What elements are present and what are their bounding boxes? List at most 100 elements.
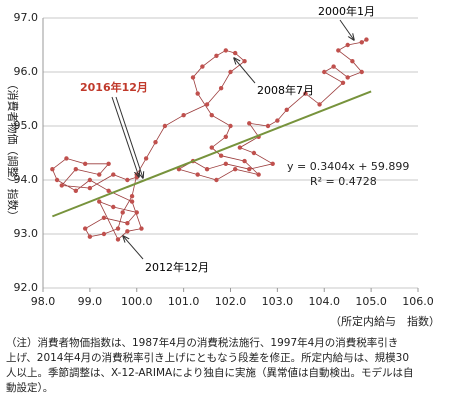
point: [97, 199, 102, 204]
point: [195, 172, 200, 177]
y-tick-label: 95.0: [14, 119, 39, 132]
point: [364, 37, 369, 42]
y-tick-label: 97.0: [14, 11, 39, 24]
y-tick-label: 92.0: [14, 281, 39, 294]
annotation: 2000年1月: [318, 4, 375, 18]
point: [54, 177, 60, 183]
point: [125, 229, 130, 234]
y-tick-label: 93.0: [14, 227, 39, 240]
point: [153, 140, 158, 145]
note-line: 動設定）。: [6, 382, 54, 394]
point: [106, 188, 111, 193]
point: [232, 50, 238, 56]
annotation-arrow: [123, 236, 144, 260]
point: [345, 75, 350, 80]
point: [125, 177, 130, 183]
point: [232, 167, 238, 172]
point: [204, 167, 210, 172]
chart: 92.0 93.0 94.0 95.0 96.0 97.0 98.0 99.0 100.0 101…: [6, 4, 440, 328]
y-tick-label: 96.0: [14, 65, 39, 78]
point: [195, 91, 200, 96]
point: [284, 107, 289, 113]
point: [64, 156, 69, 161]
point: [139, 226, 144, 231]
point: [223, 161, 229, 166]
note: （注）消費者物価指数は、1987年4月の消費税法施行、1997年4月の消費税率引…: [6, 336, 446, 396]
point: [251, 150, 257, 156]
point: [101, 231, 107, 237]
series-line: [51, 39, 367, 241]
point: [317, 102, 322, 107]
point: [200, 64, 205, 69]
trendline: [52, 90, 372, 218]
point: [87, 177, 93, 183]
point: [228, 69, 233, 75]
point: [190, 75, 196, 80]
point: [115, 226, 121, 231]
x-tick-label: 106.0: [402, 295, 434, 308]
point: [97, 172, 102, 177]
x-tick-label: 100.0: [121, 295, 153, 308]
point: [214, 53, 219, 58]
trendline-equation: y = 0.3404x + 59.899: [287, 160, 409, 173]
point: [87, 234, 93, 239]
point: [120, 210, 125, 215]
point: [214, 177, 219, 183]
point: [181, 113, 186, 118]
annotation: 2008年7月: [257, 83, 314, 97]
trendline-r-squared: R² = 0.4728: [310, 175, 377, 188]
point: [209, 145, 214, 150]
point: [143, 156, 149, 161]
point: [209, 113, 214, 118]
point: [73, 188, 79, 193]
annotation: 2012年12月: [145, 260, 209, 274]
point: [345, 42, 350, 48]
point: [218, 153, 224, 158]
point: [247, 167, 252, 172]
point: [350, 59, 355, 64]
x-tick-label: 102.0: [215, 295, 247, 308]
point: [359, 69, 364, 75]
note-line: （注）消費者物価指数は、1987年4月の消費税法施行、1997年4月の消費税率引…: [6, 337, 399, 349]
x-tick-label: 101.0: [168, 295, 200, 308]
point: [270, 161, 275, 166]
point: [275, 118, 280, 123]
point: [111, 172, 116, 177]
point: [228, 123, 233, 129]
point: [331, 64, 336, 69]
point: [106, 161, 111, 166]
x-tick-label: 105.0: [355, 295, 387, 308]
point: [247, 121, 252, 126]
point: [303, 91, 308, 96]
point: [336, 48, 341, 53]
point: [162, 123, 168, 129]
annotation-arrow: [339, 19, 354, 40]
annotation-arrow: [111, 96, 139, 177]
point: [101, 215, 107, 220]
point: [322, 69, 327, 75]
point: [125, 221, 130, 226]
point: [115, 237, 121, 242]
point: [242, 59, 247, 64]
point: [237, 145, 243, 150]
annotation: 2016年12月: [80, 80, 148, 94]
annotation-arrow: [234, 58, 256, 84]
point: [256, 172, 261, 177]
point: [265, 123, 271, 129]
point: [204, 102, 210, 107]
x-tick-label: 104.0: [309, 295, 341, 308]
point: [82, 161, 88, 166]
point: [223, 134, 229, 139]
note-line: 上げ、2014年4月の消費税率引き上げにともなう段差を修正。所定内給与は、規模3…: [6, 352, 410, 364]
point: [59, 183, 64, 188]
x-tick-label: 98.0: [31, 295, 56, 308]
point: [218, 86, 224, 91]
annotation-arrow: [115, 96, 143, 178]
x-tick-label: 99.0: [78, 295, 103, 308]
point: [223, 48, 229, 53]
y-axis-label: （消費者物価（調整）指数）: [6, 79, 20, 222]
point: [111, 204, 116, 210]
point: [340, 80, 346, 86]
x-tick-label: 103.0: [262, 295, 294, 308]
point: [82, 226, 88, 231]
